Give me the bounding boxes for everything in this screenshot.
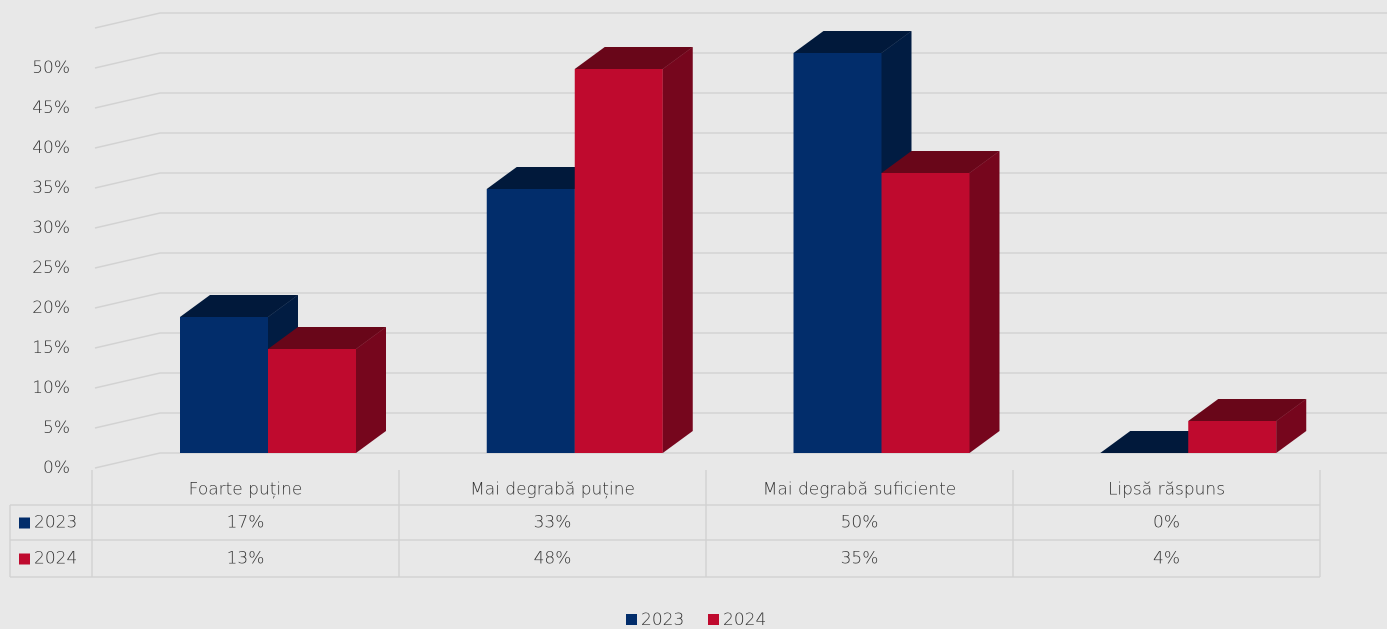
- legend-swatch: [708, 614, 719, 625]
- table-value: 48%: [534, 549, 572, 569]
- grid-line: [94, 212, 1387, 229]
- y-tick-label: 10%: [32, 378, 70, 398]
- y-tick-label: 0%: [43, 458, 70, 478]
- bar-front: [180, 317, 268, 453]
- table-value: 35%: [841, 549, 879, 569]
- grid-line: [94, 92, 1387, 109]
- y-tick-label: 5%: [43, 418, 70, 438]
- bar-front: [574, 69, 663, 453]
- bar-front: [881, 173, 970, 453]
- grid-line: [94, 252, 1387, 269]
- y-tick-label: 45%: [32, 98, 70, 118]
- bar-side: [969, 151, 1000, 453]
- legend-swatch: [626, 614, 637, 625]
- table-legend-label: 2024: [34, 549, 77, 569]
- bar-front: [793, 53, 882, 453]
- bar-top: [793, 31, 912, 53]
- y-tick-label: 30%: [32, 218, 70, 238]
- table-value: 33%: [534, 513, 572, 533]
- y-tick-label: 15%: [32, 338, 70, 358]
- bar-top: [881, 151, 1000, 173]
- y-tick-label: 35%: [32, 178, 70, 198]
- y-tick-label: 20%: [32, 298, 70, 318]
- bar-front: [268, 349, 356, 453]
- table-value: 0%: [1153, 513, 1180, 533]
- table-category: Foarte puține: [189, 480, 303, 500]
- y-tick-label: 40%: [32, 138, 70, 158]
- bar-front: [1188, 421, 1277, 453]
- bar-side: [356, 327, 386, 453]
- table-legend-label: 2023: [34, 513, 77, 533]
- y-tick-label: 25%: [32, 258, 70, 278]
- table-value: 17%: [227, 513, 265, 533]
- grid-line: [94, 12, 1387, 29]
- bar-top: [574, 47, 693, 69]
- table-value: 50%: [841, 513, 879, 533]
- grid-line: [94, 132, 1387, 149]
- legend-label: 2023: [641, 610, 684, 629]
- y-tick-label: 50%: [32, 58, 70, 78]
- table-legend-swatch: [19, 517, 30, 529]
- bar-side: [662, 47, 693, 453]
- bar-top: [268, 327, 386, 349]
- table-legend-swatch: [19, 553, 30, 565]
- grid-line: [94, 452, 1387, 469]
- grid-line: [94, 172, 1387, 189]
- bar-front: [486, 189, 575, 453]
- table-category: Mai degrabă puține: [470, 480, 635, 500]
- table-value: 4%: [1153, 549, 1180, 569]
- table-category: Lipsă răspuns: [1108, 480, 1225, 500]
- bar-top: [180, 295, 298, 317]
- grid-line: [94, 52, 1387, 69]
- table-value: 13%: [227, 549, 265, 569]
- legend-label: 2024: [723, 610, 766, 629]
- bar-side: [1276, 399, 1307, 453]
- table-category: Mai degrabă suficiente: [763, 480, 956, 500]
- bar-top: [1188, 399, 1307, 421]
